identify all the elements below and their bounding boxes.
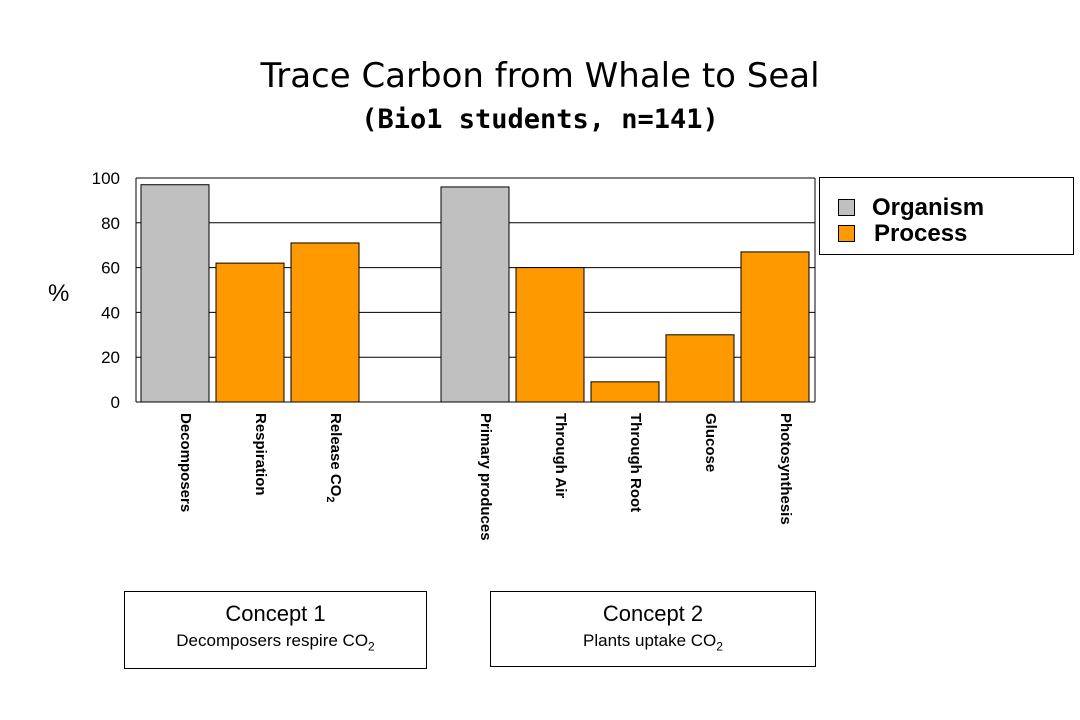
bar-through-root <box>590 381 660 403</box>
bar-decomposers <box>140 184 210 403</box>
x-tick-label: Photosynthesis <box>777 413 794 525</box>
x-tick-label: Release CO2 <box>324 413 344 503</box>
y-axis-label: % <box>48 280 70 307</box>
x-tick-label: Glucose <box>702 413 719 472</box>
y-tick-label: 0 <box>111 393 120 412</box>
legend-label-process: Process <box>874 220 968 247</box>
concept-2-text: Plants uptake CO2 <box>583 631 723 654</box>
x-tick-label: Through Root <box>627 413 644 512</box>
y-tick-label: 60 <box>101 259 120 278</box>
x-tick-label: Through Air <box>552 413 569 498</box>
bar-glucose <box>665 334 735 403</box>
legend-swatch-process <box>838 225 855 242</box>
bar-through-air <box>515 267 585 403</box>
axes: 0 20 40 60 80 100 <box>92 169 816 412</box>
legend: Organism Process <box>819 177 1074 255</box>
x-tick-label: Decomposers <box>177 413 194 512</box>
y-tick-label: 100 <box>92 169 120 188</box>
chart-subtitle: (Bio1 students, n=141) <box>361 104 719 135</box>
category-labels: Decomposers Respiration Release CO2 Primary… <box>177 413 794 541</box>
bars <box>140 184 810 403</box>
x-tick-label: Primary produces <box>477 413 494 541</box>
chart-title: Trace Carbon from Whale to Seal <box>260 56 820 96</box>
concept-1-box: Concept 1 Decomposers respire CO2 <box>124 591 427 669</box>
concept-1-text: Decomposers respire CO2 <box>176 631 375 654</box>
bar-photosynthesis <box>740 251 810 403</box>
concept-2-box: Concept 2 Plants uptake CO2 <box>490 591 816 667</box>
bar-release-co <box>290 242 360 403</box>
y-tick-label: 80 <box>101 214 120 233</box>
bar-respiration <box>215 262 285 403</box>
x-tick-label: Respiration <box>252 413 269 496</box>
concept-2-title: Concept 2 <box>602 601 704 626</box>
legend-label-organism: Organism <box>872 194 985 221</box>
concept-1-title: Concept 1 <box>225 601 326 626</box>
y-tick-label: 40 <box>101 303 120 322</box>
y-tick-label: 20 <box>101 348 120 367</box>
legend-swatch-organism <box>838 199 855 216</box>
bar-primary-produces <box>440 186 510 403</box>
